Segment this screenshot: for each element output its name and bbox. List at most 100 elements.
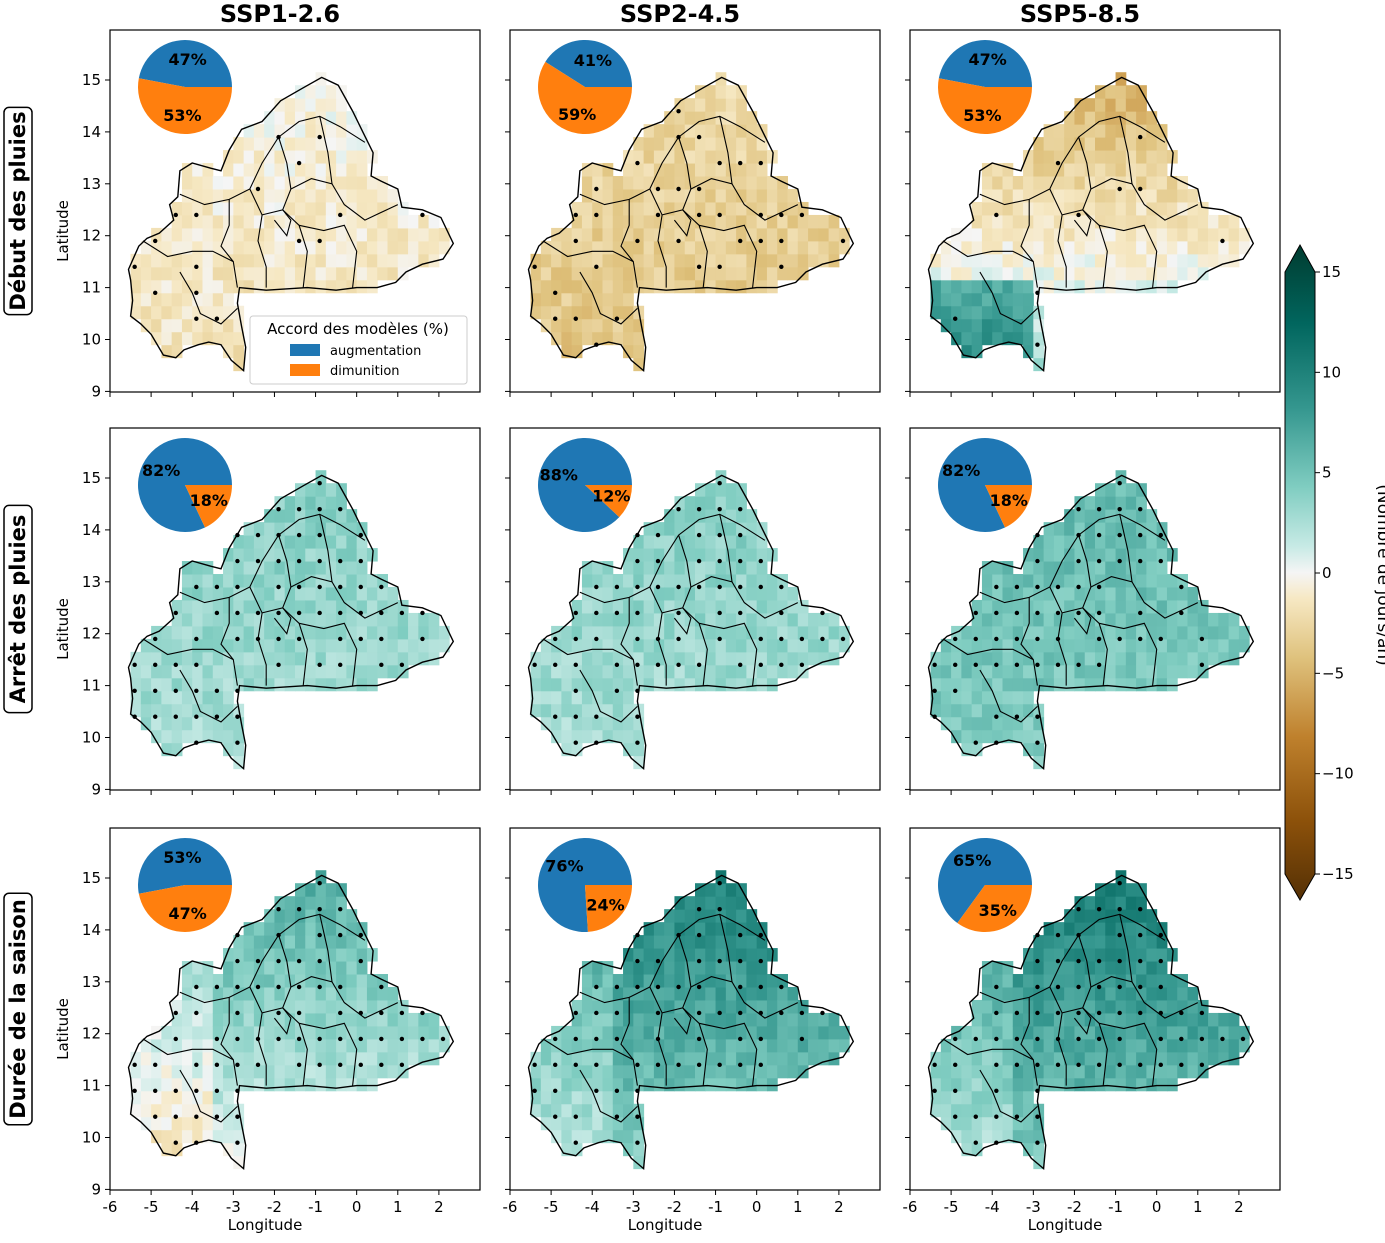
y-tick-label: 11 [82, 279, 101, 297]
agreement-pie: 47% 53% [138, 40, 232, 135]
y-axis-label: Latitude [54, 598, 72, 660]
column-title-2: SSP2-4.5 [620, 0, 740, 28]
y-axis-label: Latitude [54, 998, 72, 1060]
column-titles: SSP1-2.6 SSP2-4.5 SSP5-8.5 [220, 0, 1140, 28]
pie-label-augmentation: 47% [169, 50, 207, 69]
x-tick-label: 1 [793, 1198, 803, 1216]
x-tick-label: 2 [834, 1198, 844, 1216]
pie-slice-dimunition [138, 78, 232, 135]
pie-label-augmentation: 88% [540, 466, 578, 485]
y-tick-label: 9 [91, 382, 101, 400]
y-tick-label: 15 [82, 71, 101, 89]
x-tick-label: 0 [752, 1198, 762, 1216]
y-tick-label: 10 [82, 1129, 101, 1147]
row-title-3: Durée de la saison [3, 892, 33, 1126]
pie-label-dimunition: 47% [169, 904, 207, 923]
x-tick-label: 0 [352, 1198, 362, 1216]
pie-label-dimunition: 24% [586, 895, 624, 914]
panel-r3-c1: -6 -5 -4 -3 -2 -1 0 1 29101112131415LongitudeLat… [54, 827, 481, 1234]
pie-slice-dimunition [585, 485, 632, 518]
panel-r2-c3: 82% 18% [905, 427, 1281, 795]
x-tick-label: -3 [626, 1198, 641, 1216]
pie-label-augmentation: 82% [142, 461, 180, 480]
panel-frame [109, 827, 481, 1191]
x-tick-label: 1 [1193, 1198, 1203, 1216]
pie-slice-augmentation [938, 838, 1032, 924]
x-tick-label: -1 [308, 1198, 323, 1216]
agreement-pie: 88% 12% [537, 438, 632, 532]
pie-label-augmentation: 47% [969, 50, 1007, 69]
panel-r1-c1: 9 10 11 12 13 14 15 Latitude 47% 53% [54, 29, 481, 400]
colorbar-tick-label: 10 [1322, 363, 1341, 381]
pie-label-dimunition: 53% [963, 106, 1001, 125]
country-outline [527, 474, 855, 770]
y-tick-label: 10 [82, 729, 101, 747]
y-tick-label: 11 [82, 1077, 101, 1095]
x-tick-label: -5 [944, 1198, 959, 1216]
pie-slice-dimunition [957, 885, 1032, 932]
pie-label-dimunition: 18% [990, 491, 1028, 510]
colorbar-label: (Nombre de jours/an) [1373, 484, 1385, 666]
pie-label-dimunition: 18% [190, 491, 228, 510]
legend-title: Accord des modèles (%) [267, 320, 449, 338]
y-tick-label: 14 [82, 123, 101, 141]
x-tick-label: -3 [1026, 1198, 1041, 1216]
svg-text:Début des pluies: Début des pluies [6, 111, 30, 310]
y-tick-label: 9 [91, 780, 101, 798]
pie-slice-dimunition [585, 885, 632, 932]
agreement-pie: 82% 18% [938, 437, 1032, 532]
panel-r3-c3: -6 -5 -4 -3 -2 -1 0 1 2 Longitude 65% 35% [903, 827, 1281, 1234]
pie-label-dimunition: 59% [558, 105, 596, 124]
pie-slice-dimunition [938, 78, 1032, 134]
row-titles: Début des pluies Arrêt des pluies Durée de… [3, 106, 33, 1126]
country-outline [927, 474, 1255, 770]
legend-swatch-augmentation [290, 344, 320, 356]
pie-slice-dimunition [185, 485, 232, 528]
y-tick-label: 14 [82, 521, 101, 539]
y-tick-label: 13 [82, 175, 101, 193]
x-tick-label: -5 [544, 1198, 559, 1216]
panel-r1-c3: 47% 53% [905, 29, 1281, 397]
pie-label-augmentation: 41% [574, 51, 612, 70]
panel-frame [909, 427, 1281, 791]
x-tick-label: -2 [667, 1198, 682, 1216]
country-outline [927, 76, 1255, 372]
pie-label-dimunition: 12% [592, 486, 630, 505]
colorbar: 15 10 5 0 −5 −10 −15 (Nombre de jours/an) [1284, 243, 1385, 902]
x-tick-label: -6 [103, 1198, 118, 1216]
pie-slice-dimunition [537, 61, 632, 134]
pie-label-dimunition: 35% [979, 901, 1017, 920]
panels: 9101112131415Latitude47%53%41%59%47%53%9… [54, 29, 1281, 1234]
column-title-1: SSP1-2.6 [220, 0, 340, 28]
pie-slice-augmentation [938, 39, 1032, 87]
panel-frame [909, 29, 1281, 393]
x-tick-label: 2 [434, 1198, 444, 1216]
x-tick-label: 1 [393, 1198, 403, 1216]
pie-slice-dimunition [985, 485, 1032, 528]
pie-label-augmentation: 53% [163, 848, 201, 867]
x-tick-label: -6 [503, 1198, 518, 1216]
colorbar-tick-label: 5 [1322, 464, 1332, 482]
country-outline [527, 874, 855, 1170]
panel-frame [509, 827, 881, 1191]
x-tick-label: -3 [226, 1198, 241, 1216]
colorbar-tick-label: −15 [1322, 865, 1354, 883]
panel-frame [109, 427, 481, 791]
pie-label-augmentation: 65% [953, 851, 991, 870]
x-tick-label: -4 [185, 1198, 200, 1216]
pie-slice-augmentation [138, 438, 232, 532]
y-tick-label: 13 [82, 573, 101, 591]
y-axis-label: Latitude [54, 200, 72, 262]
y-tick-label: 15 [82, 469, 101, 487]
y-tick-label: 12 [82, 625, 101, 643]
x-tick-label: -6 [903, 1198, 918, 1216]
agreement-pie: 65% 35% [938, 838, 1032, 932]
pie-label-dimunition: 53% [163, 106, 201, 125]
x-tick-label: -2 [267, 1198, 282, 1216]
agreement-pie: 47% 53% [938, 39, 1032, 134]
panel-r2-c1: 9 10 11 12 13 14 15 Latitude 82% 18% [54, 427, 481, 798]
y-tick-label: 15 [82, 869, 101, 887]
colorbar-tick-label: 0 [1322, 564, 1332, 582]
country-outline [127, 874, 455, 1170]
panel-r3-c2: -6 -5 -4 -3 -2 -1 0 1 2 Longitude 76%24% [503, 827, 881, 1234]
